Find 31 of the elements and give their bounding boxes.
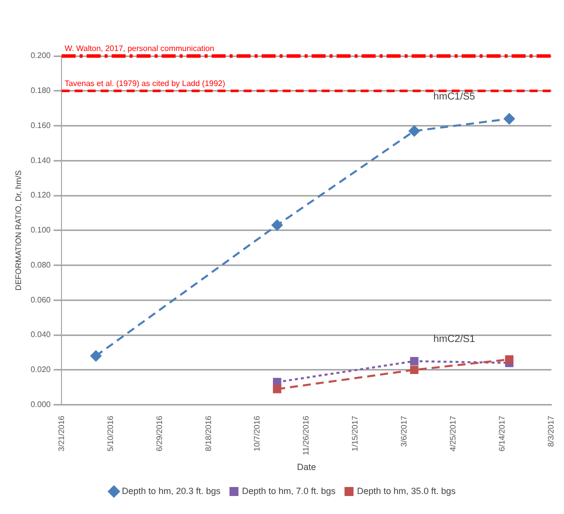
legend-label: Depth to hm, 7.0 ft. bgs	[242, 486, 336, 496]
y-tick-label: 0.040	[30, 330, 52, 340]
x-tick-label: 6/14/2017	[498, 415, 507, 452]
x-axis-title: Date	[297, 462, 316, 472]
x-tick-label: 3/21/2016	[56, 415, 66, 452]
y-tick-label: 0.100	[30, 226, 52, 235]
x-tick-label: 4/25/2017	[448, 415, 458, 452]
y-tick-label: 0.200	[30, 51, 52, 60]
ref-line-label: W. Walton, 2017, personal communication	[64, 44, 214, 54]
y-tick-label: 0.000	[30, 400, 52, 409]
ref-line-label: Tavenas et al. (1979) as cited by Ladd (1992)	[64, 79, 226, 88]
x-tick-label: 1/15/2017	[350, 415, 360, 452]
x-tick-label: 5/10/2016	[106, 415, 115, 452]
y-tick-label: 0.120	[30, 190, 52, 200]
y-tick-label: 0.080	[30, 260, 52, 270]
legend-label: Depth to hm, 20.3 ft. bgs	[122, 486, 221, 496]
x-tick-label: 3/6/2017	[400, 415, 409, 447]
x-tick-label: 6/29/2016	[154, 415, 164, 452]
y-tick-label: 0.020	[30, 365, 52, 374]
x-tick-label: 10/7/2016	[252, 415, 262, 452]
annotation: hmC1/S5	[433, 92, 476, 103]
x-tick-label: 8/18/2016	[204, 415, 213, 452]
y-axis-title: DEFORMATION RATIO, Dr, hm/S	[14, 170, 24, 290]
y-tick-label: 0.060	[30, 295, 52, 304]
y-tick-label: 0.140	[30, 156, 52, 165]
y-tick-label: 0.180	[30, 86, 52, 96]
x-tick-label: 11/26/2016	[302, 415, 311, 456]
x-tick-label: 8/3/2017	[546, 415, 556, 447]
legend-label: Depth to hm, 35.0 ft. bgs	[357, 486, 456, 496]
annotation: hmC2/S1	[433, 334, 476, 345]
y-tick-label: 0.160	[30, 120, 52, 130]
